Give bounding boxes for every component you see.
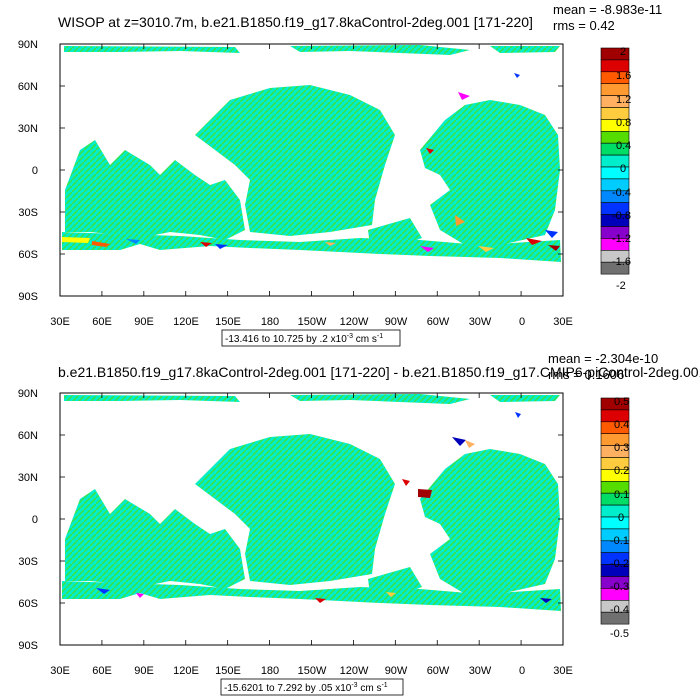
axis-ticks [59, 43, 564, 297]
colorbar-swatch [600, 261, 630, 275]
colorbar-label: 0.2 [614, 465, 629, 477]
lon-label: 180 [261, 316, 279, 328]
colorbar-label: -0.8 [612, 210, 631, 222]
lon-label: 60W [427, 665, 450, 677]
range-unit: cm s [353, 334, 377, 345]
lon-label: 0 [519, 665, 525, 677]
lat-label: 0 [32, 514, 38, 526]
lon-label: 150E [215, 316, 241, 328]
colorbar-swatch [600, 504, 630, 518]
range-exponent: -3 [347, 333, 353, 340]
colorbar-label: 1.2 [616, 94, 631, 106]
lon-label: 150W [298, 665, 327, 677]
lon-label: 120E [173, 316, 199, 328]
lat-label: 60S [18, 249, 38, 261]
lon-label: 90E [134, 316, 154, 328]
lat-label: 60N [18, 81, 38, 93]
colorbar-label: -1.6 [612, 256, 631, 268]
colorbar-label: 0.5 [614, 396, 629, 408]
lat-label: 0 [32, 165, 38, 177]
colorbar-swatch [600, 611, 630, 625]
colorbar-label: -2 [616, 280, 626, 292]
lat-label: 60N [18, 430, 38, 442]
lon-label: 30W [469, 316, 492, 328]
range-box: -15.6201 to 7.292 by .05 x10-3 cm s-1 [220, 678, 404, 696]
colorbar-label: 0.4 [616, 140, 631, 152]
rms-label: rms = 0.1606 [548, 367, 624, 382]
colorbar-label: 2 [620, 46, 626, 58]
lon-label: 90W [385, 316, 408, 328]
range-unit-exponent: -1 [381, 682, 387, 689]
lat-label: 30S [18, 207, 38, 219]
mean-label: mean = -8.983e-11 [553, 2, 662, 17]
ocean-field [62, 45, 561, 262]
colorbar-label: 0.8 [616, 117, 631, 129]
lon-label: 180 [261, 665, 279, 677]
colorbar-label: -0.4 [610, 604, 629, 616]
lat-label: 90S [18, 291, 38, 303]
colorbar-label: -0.5 [610, 628, 629, 640]
colorbar-label: 0 [618, 512, 624, 524]
lon-label: 0 [519, 316, 525, 328]
colorbar-label: 0 [620, 163, 626, 175]
lat-label: 60S [18, 598, 38, 610]
lon-label: 90W [385, 665, 408, 677]
lon-label: 30W [469, 665, 492, 677]
colorbar [600, 397, 630, 625]
lon-label: 120W [340, 316, 369, 328]
map-plot [59, 392, 564, 646]
range-unit: cm s [358, 683, 382, 694]
svg-text:-13.416 to 10.725 by .2 x10-3: -13.416 to 10.725 by .2 x10-3 cm s-1 [225, 333, 383, 345]
rms-label: rms = 0.42 [553, 18, 615, 33]
lat-label: 30N [18, 472, 38, 484]
lon-label: 60E [92, 316, 112, 328]
lon-label: 60E [92, 665, 112, 677]
lat-label: 30S [18, 556, 38, 568]
colorbar-label: -0.4 [612, 187, 631, 199]
lat-label: 90N [18, 388, 38, 400]
axis-ticks [59, 392, 564, 646]
range-text: -13.416 to 10.725 by .2 x10 [225, 334, 347, 345]
panel-title: WISOP at z=3010.7m, b.e21.B1850.f19_g17.… [58, 14, 533, 30]
colorbar-label: 0.4 [614, 419, 629, 431]
mean-label: mean = -2.304e-10 [548, 351, 658, 366]
lon-label: 30E [50, 316, 70, 328]
panel-title: b.e21.B1850.f19_g17.8kaControl-2deg.001 … [58, 364, 700, 380]
lon-label: 120E [173, 665, 199, 677]
range-exponent: -3 [351, 682, 357, 689]
colorbar-label: 0.1 [614, 489, 629, 501]
colorbar-swatch [600, 516, 630, 530]
panel-top: WISOP at z=3010.7m, b.e21.B1850.f19_g17.… [18, 2, 662, 347]
lon-label: 60W [427, 316, 450, 328]
svg-text:-15.6201 to 7.292 by .05 x10-3: -15.6201 to 7.292 by .05 x10-3 cm s-1 [224, 682, 388, 694]
lon-label: 150W [298, 316, 327, 328]
colorbar-label: -0.3 [610, 581, 629, 593]
panel-bottom: b.e21.B1850.f19_g17.8kaControl-2deg.001 … [18, 351, 700, 696]
colorbar-label: -0.2 [610, 558, 629, 570]
colorbar [600, 47, 630, 275]
lat-label: 90N [18, 39, 38, 51]
lon-label: 120W [340, 665, 369, 677]
colorbar-label: -0.1 [610, 535, 629, 547]
map-plot [59, 43, 564, 297]
lat-label: 90S [18, 640, 38, 652]
colorbar-label: 1.6 [616, 70, 631, 82]
range-box: -13.416 to 10.725 by .2 x10-3 cm s-1 [221, 329, 401, 347]
range-text: -15.6201 to 7.292 by .05 x10 [224, 683, 352, 694]
lon-label: 30E [50, 665, 70, 677]
lon-label: 30E [553, 316, 573, 328]
lon-label: 30E [553, 665, 573, 677]
range-unit-exponent: -1 [377, 333, 383, 340]
colorbar-label: -1.2 [612, 233, 631, 245]
lon-label: 90E [134, 665, 154, 677]
ocean-field [62, 394, 561, 611]
lon-label: 150E [215, 665, 241, 677]
colorbar-label: 0.3 [614, 442, 629, 454]
lat-label: 30N [18, 123, 38, 135]
